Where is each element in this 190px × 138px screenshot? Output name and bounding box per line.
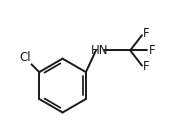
Text: F: F <box>143 27 150 40</box>
Text: F: F <box>149 44 155 57</box>
Text: HN: HN <box>91 44 108 57</box>
Text: F: F <box>143 60 150 73</box>
Text: Cl: Cl <box>19 51 31 64</box>
